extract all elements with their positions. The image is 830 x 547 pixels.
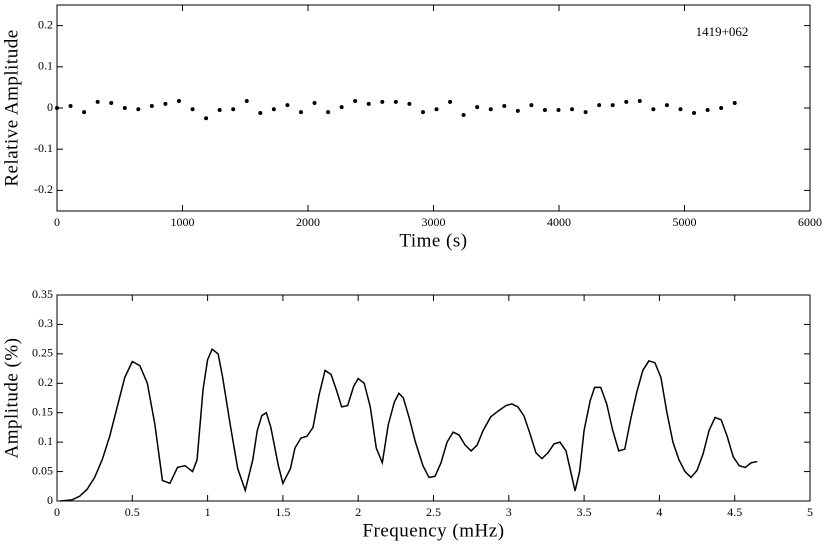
y-tick-label: 0.35	[32, 287, 53, 301]
data-point	[55, 106, 59, 110]
data-point	[136, 107, 141, 112]
data-point	[610, 103, 615, 108]
data-point	[68, 103, 73, 108]
data-point	[244, 98, 249, 103]
data-point	[258, 110, 263, 115]
data-point	[692, 110, 697, 115]
data-point	[597, 103, 602, 108]
x-tick-label: 1000	[171, 215, 195, 229]
x-tick-label: 4000	[547, 215, 571, 229]
y-tick-label: 0.05	[32, 463, 53, 477]
data-point	[502, 103, 507, 108]
x-tick-label: 3.5	[577, 505, 592, 519]
data-point	[461, 113, 466, 118]
data-point	[163, 101, 168, 106]
y-tick-label: 0.2	[38, 375, 53, 389]
data-point	[719, 106, 724, 110]
y-tick-label: 0.1	[38, 434, 53, 448]
y-tick-label: 0.15	[32, 404, 53, 418]
x-axis-label: Frequency (mHz)	[362, 520, 504, 541]
data-point	[488, 107, 493, 112]
y-tick-label: 0.2	[38, 17, 53, 31]
y-tick-label: 0	[47, 493, 53, 507]
x-tick-label: 1.5	[275, 505, 290, 519]
x-tick-label: 0	[54, 505, 60, 519]
data-point	[583, 110, 588, 115]
data-point	[542, 108, 547, 113]
data-point	[326, 110, 331, 115]
data-point	[434, 107, 439, 112]
x-axis-label: Time (s)	[399, 230, 467, 251]
data-point	[475, 105, 480, 110]
data-point	[380, 99, 385, 104]
x-tick-label: 4	[656, 505, 662, 519]
y-tick-label: 0.25	[32, 346, 53, 360]
annotation: 1419+062	[696, 24, 749, 39]
y-tick-label: -0.2	[34, 182, 53, 196]
data-point	[190, 107, 195, 112]
data-point	[448, 99, 453, 104]
data-point	[705, 108, 710, 113]
data-point	[95, 99, 100, 104]
x-tick-label: 4.5	[727, 505, 742, 519]
data-point	[353, 98, 358, 103]
data-point	[285, 103, 290, 108]
data-point	[556, 108, 561, 113]
data-point	[651, 107, 656, 112]
x-tick-label: 3000	[422, 215, 446, 229]
data-point	[298, 110, 303, 115]
x-tick-label: 2000	[296, 215, 320, 229]
data-point	[624, 99, 629, 104]
data-point	[271, 107, 276, 112]
x-tick-label: 6000	[798, 215, 822, 229]
data-point	[732, 101, 737, 106]
y-tick-label: 0.3	[38, 316, 53, 330]
data-point	[570, 107, 575, 112]
data-point	[664, 103, 669, 108]
y-axis-label: Relative Amplitude	[1, 29, 22, 186]
x-tick-label: 5000	[673, 215, 697, 229]
data-point	[637, 98, 642, 103]
y-tick-label: -0.1	[34, 141, 53, 155]
x-tick-label: 0	[54, 215, 60, 229]
x-tick-label: 3	[506, 505, 512, 519]
data-point	[339, 105, 344, 110]
data-point	[678, 107, 683, 112]
x-tick-label: 2	[355, 505, 361, 519]
data-point	[312, 101, 317, 106]
data-point	[82, 110, 87, 115]
data-point	[366, 101, 371, 106]
data-point	[217, 108, 222, 113]
y-tick-label: 0.1	[38, 59, 53, 73]
x-tick-label: 1	[205, 505, 211, 519]
x-tick-label: 0.5	[125, 505, 140, 519]
data-point	[515, 108, 520, 113]
data-line	[59, 347, 758, 502]
data-point	[109, 101, 114, 106]
data-point	[231, 107, 236, 112]
data-point	[122, 106, 127, 110]
data-point	[407, 101, 412, 106]
data-point	[393, 99, 398, 104]
y-tick-label: 0	[47, 100, 53, 114]
data-point	[149, 103, 154, 108]
x-tick-label: 2.5	[426, 505, 441, 519]
data-point	[176, 98, 181, 103]
data-point	[204, 116, 209, 121]
y-axis-label: Amplitude (%)	[1, 337, 22, 458]
data-point	[420, 110, 425, 115]
x-tick-label: 5	[807, 505, 813, 519]
data-point	[529, 103, 534, 108]
